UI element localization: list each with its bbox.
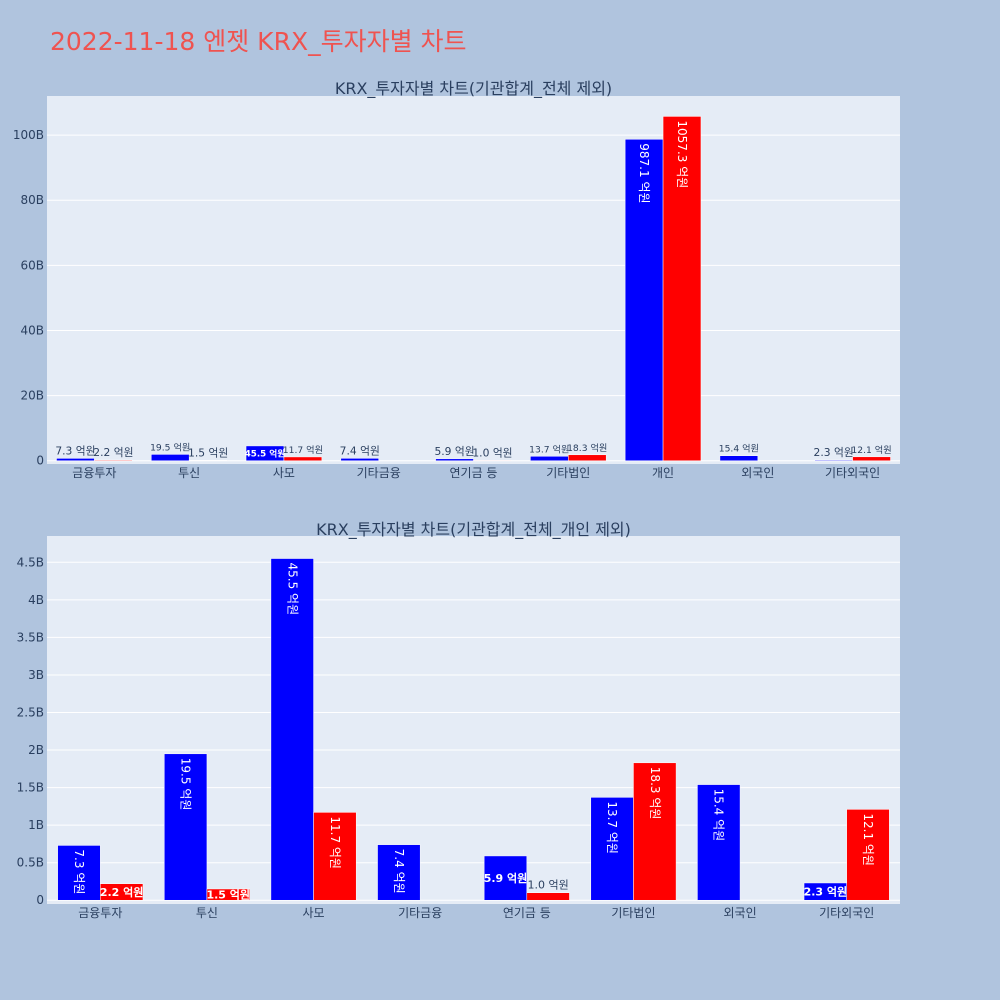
y-tick-label: 4B — [28, 593, 44, 607]
x-tick-label: 기타외국인 — [825, 466, 880, 480]
x-tick-label: 기타법인 — [611, 906, 655, 920]
y-tick-label: 0 — [36, 893, 44, 907]
x-tick-label: 사모 — [303, 906, 325, 920]
page-title: 2022-11-18 엔젯 KRX_투자자별 차트 — [50, 27, 467, 56]
bar — [697, 784, 741, 901]
plot-area — [47, 96, 900, 464]
bar — [206, 888, 250, 901]
data-label: 1.5 억원 — [206, 887, 250, 901]
chart-title: KRX_투자자별 차트(기관합계_전체_개인 제외) — [316, 520, 631, 540]
y-tick-label: 0.5B — [17, 856, 44, 870]
y-tick-label: 3B — [28, 668, 44, 682]
bar — [814, 459, 853, 461]
data-label: 18.3 억원 — [648, 767, 662, 820]
data-label: 12.1 억원 — [851, 444, 891, 456]
data-label: 18.3 억원 — [567, 442, 607, 454]
chart-2: 0 0.5B 1B 1.5B 2B 2.5B 3B 3.5B 4B 4.5B KRX_투자자별 차트… — [17, 520, 900, 920]
y-tick-label: 60B — [20, 258, 44, 272]
bar — [283, 456, 323, 461]
bar — [633, 762, 677, 901]
bar — [852, 456, 891, 461]
bar — [846, 809, 890, 901]
x-tick-label: 기타금융 — [357, 466, 401, 480]
chart-1: 0 20B 40B 60B 80B 100B KRX_투자자별 차트(기관합계_전체 제외)… — [13, 79, 900, 480]
y-tick-label: 80B — [20, 193, 44, 207]
data-label: 1.0 억원 — [528, 879, 569, 892]
data-label: 15.4 억원 — [712, 789, 726, 842]
x-tick-label: 외국인 — [741, 466, 774, 480]
x-tick-label: 투신 — [178, 466, 200, 480]
data-label: 2.2 억원 — [93, 446, 133, 459]
data-label: 12.1 억원 — [861, 813, 875, 866]
data-label: 13.7 억원 — [529, 443, 569, 455]
bar — [662, 116, 702, 461]
y-tick-label: 40B — [20, 323, 44, 337]
y-tick-label: 3.5B — [17, 630, 44, 644]
data-label: 2.2 억원 — [100, 885, 144, 899]
bar — [530, 456, 569, 461]
bar — [151, 454, 190, 461]
data-label: 2.3 억원 — [814, 446, 854, 459]
data-label: 19.5 억원 — [150, 441, 190, 453]
bar — [377, 844, 421, 901]
chart-title: KRX_투자자별 차트(기관합계_전체 제외) — [335, 79, 612, 99]
bar — [94, 459, 133, 461]
data-label: 11.7 억원 — [283, 444, 323, 456]
data-label: 45.5 억원 — [245, 447, 286, 459]
bar — [590, 797, 634, 901]
bar — [526, 892, 570, 901]
bar — [57, 845, 101, 901]
bar — [245, 445, 285, 461]
bar — [719, 455, 759, 461]
data-label: 7.3 억원 — [55, 444, 95, 457]
x-tick-label: 금융투자 — [72, 466, 116, 480]
y-tick-label: 1B — [28, 818, 44, 832]
x-tick-label: 투신 — [196, 906, 218, 920]
data-label: 5.9 억원 — [484, 871, 528, 885]
y-tick-label: 2.5B — [17, 705, 44, 719]
data-label: 7.4 억원 — [392, 849, 406, 894]
bar — [624, 139, 664, 461]
y-tick-label: 4.5B — [17, 555, 44, 569]
y-tick-label: 100B — [13, 128, 44, 142]
bar — [164, 753, 208, 901]
bar — [56, 458, 95, 461]
data-label: 45.5 억원 — [285, 563, 299, 616]
data-label: 7.3 억원 — [72, 849, 86, 894]
data-label: 987.1 억원 — [637, 143, 651, 203]
bar — [483, 855, 528, 901]
bar — [313, 812, 357, 901]
data-label: 5.9 억원 — [434, 445, 474, 458]
x-tick-label: 기타외국인 — [819, 906, 874, 920]
bar — [100, 883, 144, 901]
x-tick-label: 외국인 — [724, 906, 757, 920]
bar — [270, 558, 314, 901]
x-tick-label: 기타금융 — [398, 906, 442, 920]
data-label: 15.4 억원 — [719, 443, 759, 455]
data-label: 2.3 억원 — [804, 884, 848, 898]
bar — [435, 458, 474, 461]
y-tick-label: 0 — [36, 454, 44, 468]
bar — [340, 458, 379, 461]
y-tick-label: 2B — [28, 743, 44, 757]
data-label: 1.5 억원 — [188, 446, 228, 459]
x-tick-label: 개인 — [652, 466, 674, 480]
y-tick-label: 1.5B — [17, 781, 44, 795]
data-label: 7.4 억원 — [340, 444, 380, 457]
x-tick-label: 연기금 등 — [503, 906, 551, 920]
x-tick-label: 금융투자 — [78, 906, 122, 920]
data-label: 1.0 억원 — [472, 446, 512, 459]
x-tick-label: 연기금 등 — [450, 466, 498, 480]
x-tick-label: 기타법인 — [546, 466, 590, 480]
bar — [568, 454, 607, 461]
x-tick-label: 사모 — [273, 466, 295, 480]
data-label: 13.7 억원 — [605, 801, 619, 854]
y-tick-label: 20B — [20, 389, 44, 403]
data-label: 1057.3 억원 — [675, 120, 689, 188]
data-label: 11.7 억원 — [328, 816, 342, 869]
data-label: 19.5 억원 — [179, 758, 193, 811]
